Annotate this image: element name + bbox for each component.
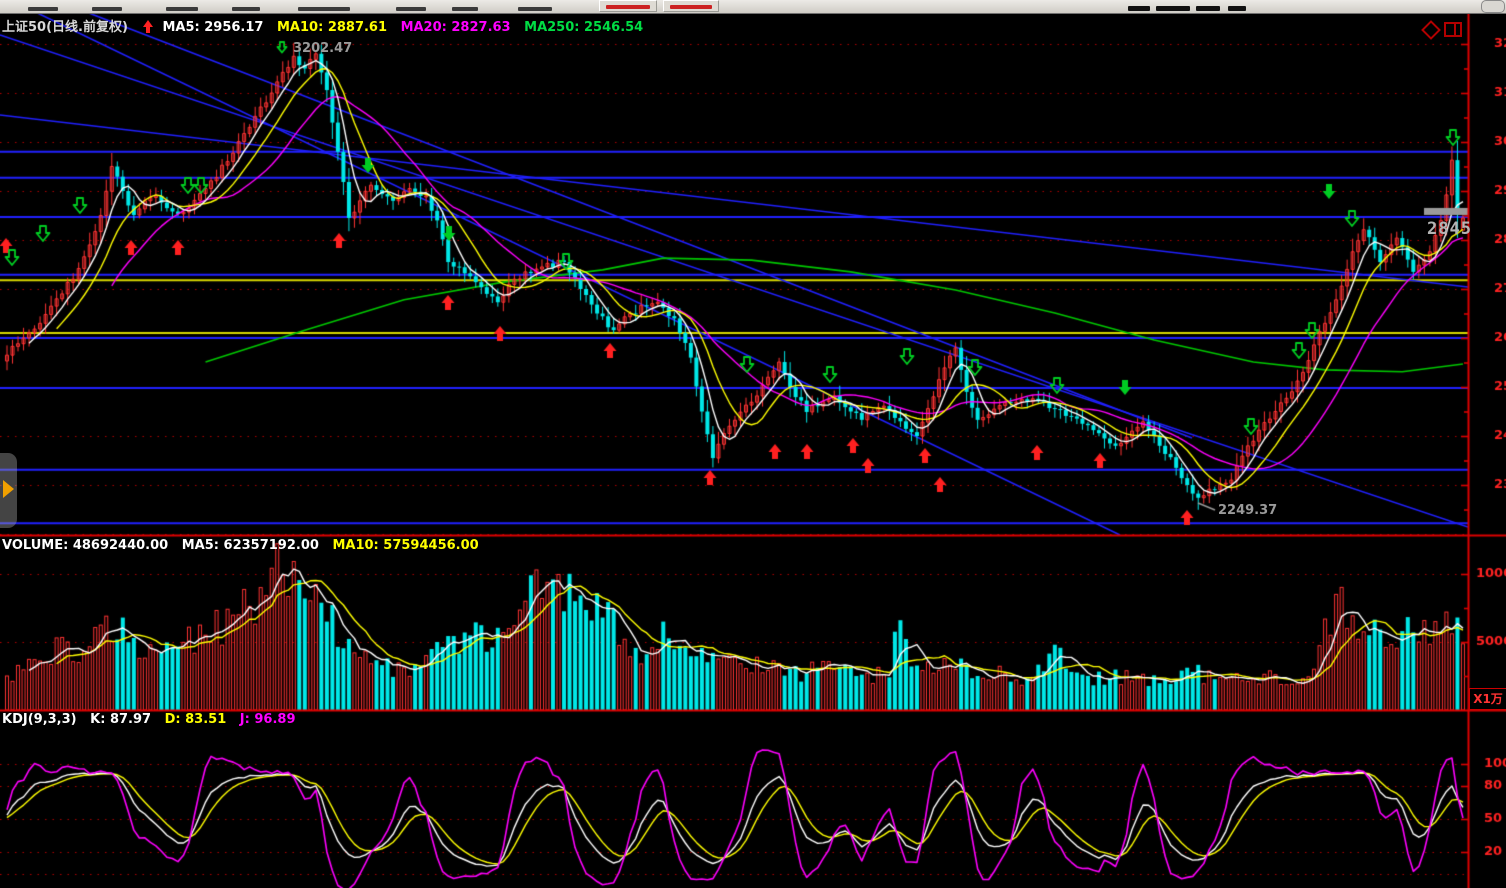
volume-header: VOLUME: 48692440.00 MA5: 62357192.00 MA1… <box>2 538 488 553</box>
ma20-readout: MA20: 2827.63 <box>400 20 511 35</box>
menubar-red-button[interactable] <box>599 0 657 12</box>
menubar-item-fragment[interactable] <box>1196 6 1220 11</box>
high-price-annotation: 3202.47 <box>293 41 353 56</box>
kdj-params-label: KDJ(9,3,3) <box>2 712 77 727</box>
ma5-readout: MA5: 2956.17 <box>162 20 264 35</box>
menubar[interactable] <box>0 0 1506 14</box>
last-price-label: 2845 <box>1427 219 1472 239</box>
menubar-item-fragment[interactable] <box>518 7 552 11</box>
menubar-item-fragment[interactable] <box>452 7 478 11</box>
menubar-item-fragment[interactable] <box>28 7 58 11</box>
kdj-header: KDJ(9,3,3) K: 87.97 D: 83.51 J: 96.89 <box>2 712 305 727</box>
menubar-red-button[interactable] <box>663 0 719 12</box>
kdj-d-readout: D: 83.51 <box>164 712 227 727</box>
menubar-item-fragment[interactable] <box>92 7 122 11</box>
volume-unit-badge: X1万 <box>1469 688 1506 710</box>
menubar-item-fragment[interactable] <box>1128 6 1150 11</box>
sidebar-expand-tab[interactable] <box>0 453 17 528</box>
menubar-item-fragment[interactable] <box>298 7 350 11</box>
symbol-label: 上证50(日线.前复权) <box>2 20 128 35</box>
scrollbar-thumb[interactable] <box>1481 0 1505 13</box>
menubar-item-fragment[interactable] <box>396 7 426 11</box>
menubar-item-fragment[interactable] <box>1228 6 1246 11</box>
menubar-item-fragment[interactable] <box>166 7 198 11</box>
kdj-j-readout: J: 96.89 <box>239 712 296 727</box>
signal-up-arrow-icon <box>142 20 154 33</box>
menubar-item-fragment[interactable] <box>1156 6 1190 11</box>
kdj-k-readout: K: 87.97 <box>90 712 152 727</box>
split-window-icon[interactable] <box>1444 22 1462 37</box>
main-chart-header: 上证50(日线.前复权) MA5: 2956.17 MA10: 2887.61 … <box>2 16 652 35</box>
vol-ma10-readout: MA10: 57594456.00 <box>332 538 479 553</box>
expand-arrow-icon <box>3 480 14 498</box>
menubar-item-fragment[interactable] <box>232 7 260 11</box>
ma10-readout: MA10: 2887.61 <box>276 20 388 35</box>
low-price-annotation: 2249.37 <box>1218 503 1278 518</box>
volume-readout: VOLUME: 48692440.00 <box>2 538 169 553</box>
ma250-readout: MA250: 2546.54 <box>524 20 644 35</box>
vol-ma5-readout: MA5: 62357192.00 <box>181 538 319 553</box>
